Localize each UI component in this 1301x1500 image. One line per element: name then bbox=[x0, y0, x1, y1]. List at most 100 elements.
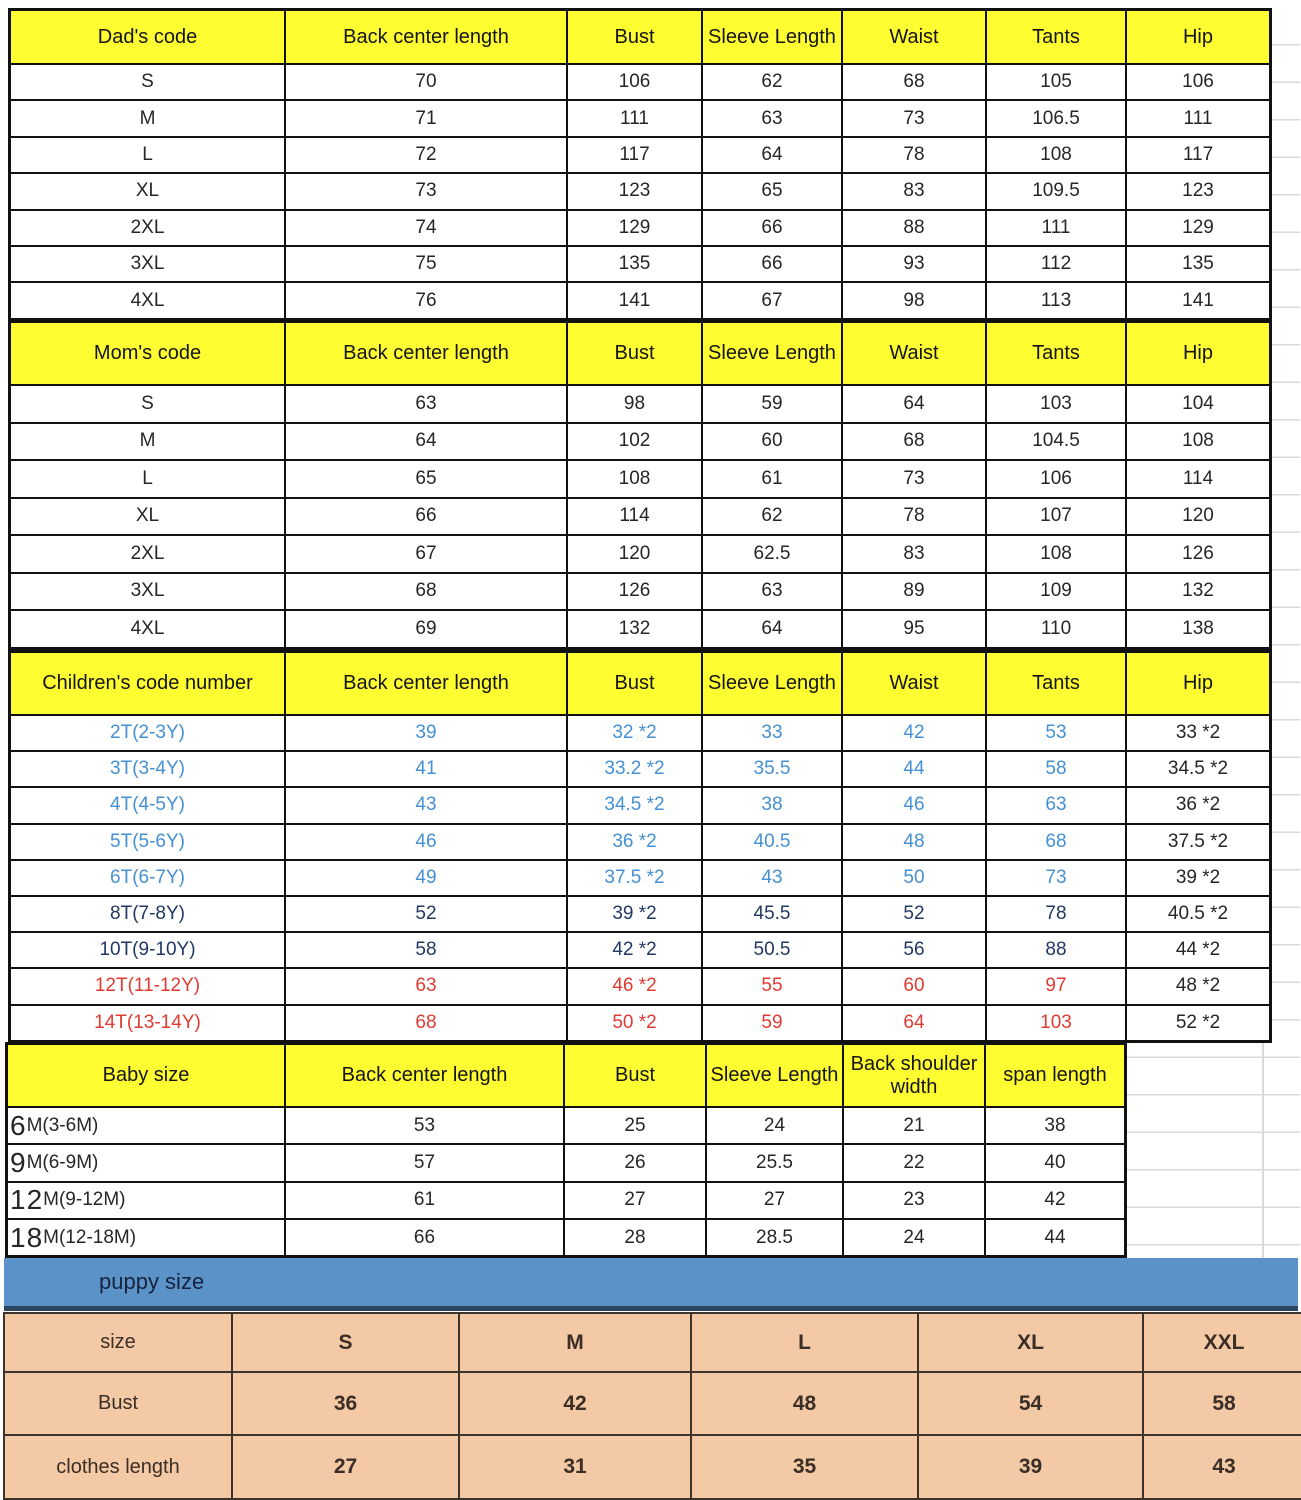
table-cell: 65 bbox=[703, 174, 841, 209]
mom-header-cell: Sleeve Length bbox=[703, 323, 841, 384]
table-cell: 109 bbox=[987, 573, 1125, 609]
table-cell: 55 bbox=[703, 969, 841, 1004]
size-code-cell: 4T(4-5Y) bbox=[11, 788, 284, 823]
children-header-cell: Bust bbox=[568, 653, 701, 714]
table-cell: 66 bbox=[703, 246, 841, 282]
puppy-table-cell: 58 bbox=[1144, 1373, 1301, 1434]
table-cell: 59 bbox=[703, 1005, 841, 1040]
puppy-size-label-cell: size bbox=[5, 1314, 231, 1371]
puppy-size-header-cell: XL bbox=[919, 1314, 1142, 1371]
table-cell: 58 bbox=[286, 933, 566, 968]
table-cell: 132 bbox=[568, 611, 701, 647]
size-code-cell: 2XL bbox=[11, 536, 284, 572]
table-cell: 48 *2 bbox=[1127, 969, 1269, 1004]
puppy-table-cell: 43 bbox=[1144, 1436, 1301, 1498]
dad-header-cell: Bust bbox=[568, 11, 701, 63]
table-cell: 73 bbox=[843, 101, 985, 136]
dad-header-cell: Dad's code bbox=[11, 11, 284, 63]
mom-header-cell: Bust bbox=[568, 323, 701, 384]
size-code-cell: 2XL bbox=[11, 210, 284, 245]
table-cell: 108 bbox=[1127, 423, 1269, 459]
children-header-cell: Tants bbox=[987, 653, 1125, 714]
size-code-cell: XL bbox=[11, 498, 284, 534]
table-cell: 28.5 bbox=[707, 1219, 842, 1256]
table-cell: 52 bbox=[843, 896, 985, 932]
puppy-size-band: puppy size bbox=[4, 1258, 1298, 1311]
table-cell: 42 bbox=[986, 1182, 1124, 1218]
table-cell: 52 *2 bbox=[1127, 1005, 1269, 1040]
puppy-table-cell: clothes length bbox=[5, 1436, 231, 1498]
table-cell: 22 bbox=[844, 1145, 984, 1181]
children-size-table: Children's code number Back center length… bbox=[8, 650, 1272, 1043]
table-cell: 42 bbox=[843, 716, 985, 751]
size-code-cell: 12T(11-12Y) bbox=[11, 969, 284, 1004]
table-cell: 62 bbox=[703, 65, 841, 100]
table-cell: 50 bbox=[843, 860, 985, 895]
table-cell: 38 bbox=[703, 788, 841, 823]
table-cell: 21 bbox=[844, 1108, 984, 1144]
table-cell: 45.5 bbox=[703, 896, 841, 932]
baby-size-label: 9 M(6-9M) bbox=[8, 1145, 284, 1181]
table-cell: 34.5 *2 bbox=[1127, 752, 1269, 787]
table-cell: 98 bbox=[568, 386, 701, 422]
puppy-size-table: size S M L XL XXL Bust 36 42 48 54 58 clothes length… bbox=[3, 1312, 1301, 1500]
table-cell: 59 bbox=[703, 386, 841, 422]
table-cell: 141 bbox=[568, 283, 701, 318]
table-cell: 95 bbox=[843, 611, 985, 647]
table-cell: 60 bbox=[703, 423, 841, 459]
table-cell: 89 bbox=[843, 573, 985, 609]
baby-header-cell: Sleeve Length bbox=[707, 1045, 842, 1106]
table-cell: 52 bbox=[286, 896, 566, 932]
puppy-table-cell: Bust bbox=[5, 1373, 231, 1434]
puppy-table-cell: 39 bbox=[919, 1436, 1142, 1498]
table-cell: 138 bbox=[1127, 611, 1269, 647]
table-cell: 103 bbox=[987, 386, 1125, 422]
table-cell: 27 bbox=[707, 1182, 842, 1218]
table-cell: 65 bbox=[286, 461, 566, 497]
baby-header-cell: Back shoulder width bbox=[844, 1045, 984, 1106]
size-code-cell: XL bbox=[11, 174, 284, 209]
puppy-table-cell: 31 bbox=[460, 1436, 690, 1498]
size-code-cell: 3XL bbox=[11, 573, 284, 609]
table-cell: 63 bbox=[286, 969, 566, 1004]
table-cell: 26 bbox=[565, 1145, 705, 1181]
table-cell: 36 *2 bbox=[1127, 788, 1269, 823]
table-cell: 88 bbox=[987, 933, 1125, 968]
table-cell: 50.5 bbox=[703, 933, 841, 968]
table-cell: 39 bbox=[286, 716, 566, 751]
table-cell: 58 bbox=[987, 752, 1125, 787]
table-cell: 73 bbox=[286, 174, 566, 209]
table-cell: 40 bbox=[986, 1145, 1124, 1181]
size-code-cell: 5T(5-6Y) bbox=[11, 824, 284, 859]
table-cell: 57 bbox=[286, 1145, 563, 1181]
table-cell: 33 *2 bbox=[1127, 716, 1269, 751]
table-cell: 68 bbox=[843, 423, 985, 459]
table-cell: 62.5 bbox=[703, 536, 841, 572]
table-cell: 109.5 bbox=[987, 174, 1125, 209]
size-code-cell: 4XL bbox=[11, 611, 284, 647]
table-cell: 108 bbox=[987, 137, 1125, 173]
table-cell: 39 *2 bbox=[1127, 860, 1269, 895]
table-cell: 83 bbox=[843, 536, 985, 572]
table-cell: 33.2 *2 bbox=[568, 752, 701, 787]
table-cell: 88 bbox=[843, 210, 985, 245]
table-cell: 70 bbox=[286, 65, 566, 100]
size-code-cell: L bbox=[11, 137, 284, 173]
table-cell: 98 bbox=[843, 283, 985, 318]
table-cell: 42 *2 bbox=[568, 933, 701, 968]
table-cell: 73 bbox=[987, 860, 1125, 895]
size-code-cell: S bbox=[11, 65, 284, 100]
size-code-cell: 6T(6-7Y) bbox=[11, 860, 284, 895]
table-cell: 41 bbox=[286, 752, 566, 787]
size-code-cell: M bbox=[11, 423, 284, 459]
children-header-cell: Back center length bbox=[286, 653, 566, 714]
puppy-size-header-cell: M bbox=[460, 1314, 690, 1371]
table-cell: 63 bbox=[703, 573, 841, 609]
table-cell: 44 bbox=[986, 1219, 1124, 1256]
table-cell: 74 bbox=[286, 210, 566, 245]
table-cell: 114 bbox=[1127, 461, 1269, 497]
mom-header-cell: Mom's code bbox=[11, 323, 284, 384]
children-header-cell: Sleeve Length bbox=[703, 653, 841, 714]
puppy-table-cell: 42 bbox=[460, 1373, 690, 1434]
table-cell: 126 bbox=[1127, 536, 1269, 572]
